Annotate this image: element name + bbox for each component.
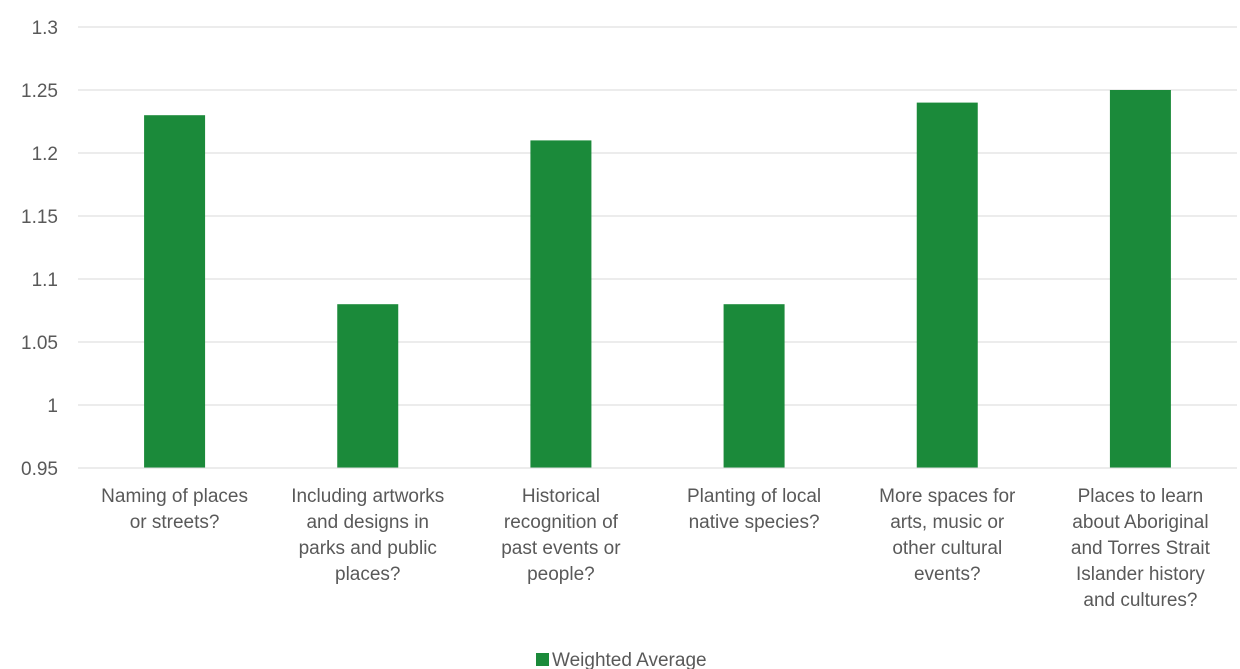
bar	[1109, 90, 1171, 468]
bar	[337, 304, 399, 468]
bar	[723, 304, 785, 468]
bar	[144, 115, 206, 468]
y-axis-tick-labels: 0.95 1 1.05 1.1 1.15 1.2 1.25 1.3	[21, 18, 58, 480]
x-category-label: Naming of places or streets?	[101, 486, 248, 533]
x-category-label: Historical recognition of past events or pe…	[501, 486, 621, 585]
y-tick-label: 1.2	[32, 144, 58, 165]
gridlines	[78, 26, 1237, 406]
bars	[144, 90, 1171, 468]
x-category-label: Planting of local native species?	[687, 486, 821, 533]
x-category-label: More spaces for arts, music or other cultu…	[879, 486, 1016, 585]
y-tick-label: 1.3	[32, 18, 58, 39]
y-tick-label: 0.95	[21, 459, 58, 480]
x-category-label: Including artworks and designs in parks an…	[291, 486, 444, 585]
x-category-label: Places to learn about Aboriginal and Torre…	[1071, 486, 1211, 611]
legend: Weighted Average	[536, 650, 707, 669]
y-tick-label: 1.15	[21, 207, 58, 228]
legend-label: Weighted Average	[552, 650, 707, 669]
x-axis-category-labels: Naming of places or streets? Including art…	[101, 486, 1210, 611]
y-tick-label: 1.05	[21, 333, 58, 354]
y-tick-label: 1	[47, 396, 58, 417]
legend-swatch	[536, 653, 549, 666]
bar	[530, 140, 592, 468]
bar	[916, 102, 978, 468]
y-tick-label: 1.1	[32, 270, 58, 291]
y-tick-label: 1.25	[21, 81, 58, 102]
